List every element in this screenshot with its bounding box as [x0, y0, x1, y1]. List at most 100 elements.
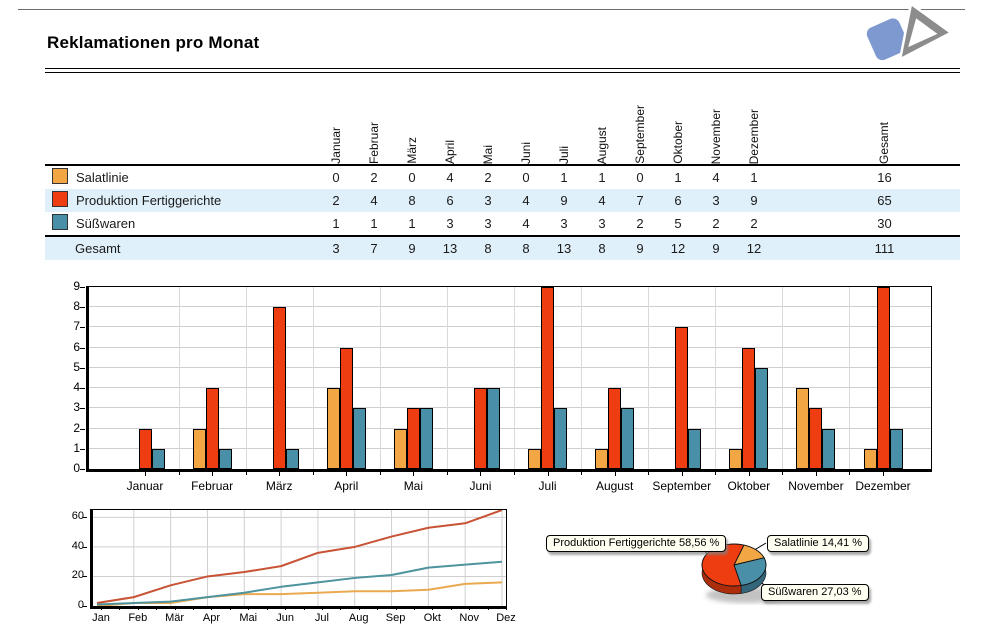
axis-tick [782, 472, 784, 475]
bar-x-label: Juni [469, 479, 492, 493]
axis-tick [101, 607, 102, 610]
axis-tick [119, 607, 121, 610]
row-label-cell: Süßwaren [45, 212, 317, 235]
bar-y-label: 5 [73, 359, 80, 374]
line-series-Salatlinie [96, 581, 503, 606]
line-x-label: Aug [348, 612, 369, 624]
bar-Produktion Fertiggerichte [406, 408, 420, 469]
value-cell: 3 [484, 193, 492, 208]
line-x-label: Okt [423, 612, 441, 624]
axis-tick [80, 388, 85, 390]
axis-tick [279, 472, 281, 476]
value-cell: 8 [598, 241, 606, 256]
axis-tick [211, 607, 213, 610]
value-cell: 1 [408, 216, 416, 231]
axis-tick [248, 607, 250, 610]
bar-Süßwaren [151, 448, 165, 469]
total-cell: 16 [877, 170, 892, 185]
bar-y-label: 2 [73, 420, 80, 435]
axis-tick [748, 472, 750, 476]
total-cell: 111 [874, 241, 895, 256]
bar-Produktion Fertiggerichte [339, 347, 353, 469]
gridline [89, 326, 931, 328]
gridline [245, 287, 247, 469]
axis-tick [303, 607, 305, 610]
month-header: Oktober [659, 80, 697, 164]
month-header-label: März [404, 137, 419, 164]
line-series-Produktion Fertiggerichte [96, 510, 503, 605]
axis-tick [377, 607, 379, 610]
axis-tick [80, 448, 85, 450]
value-cell: 2 [332, 193, 340, 208]
gridline [89, 306, 931, 308]
month-header-label: Juni [518, 141, 533, 164]
axis-tick [395, 607, 397, 610]
axis-tick [815, 472, 817, 476]
table-row: Salatlinie 0 2 0 4 2 0 1 1 0 1 4 1 16 [45, 166, 960, 189]
table-row: Süßwaren 1 1 1 3 3 4 3 3 2 5 2 2 30 [45, 212, 960, 235]
value-cell: 5 [674, 216, 682, 231]
month-header-label: November [708, 108, 723, 164]
axis-tick [346, 472, 348, 476]
bar-y-label: 6 [73, 339, 80, 354]
pie-label-salatlinie: Salatlinie 14,41 % [767, 535, 870, 552]
bar-Süßwaren [285, 448, 299, 469]
month-header-label: September [632, 105, 647, 164]
bar-x-label: August [595, 479, 634, 493]
axis-tick [80, 367, 85, 369]
table-row: Gesamt 3 7 9 13 8 8 13 8 9 12 9 12 111 [45, 235, 960, 260]
bar-Süßwaren [889, 428, 903, 469]
pie-slice-Produktion Fertiggerichte [701, 543, 745, 587]
value-cell: 3 [332, 241, 340, 256]
row-label-cell: Salatlinie [45, 166, 317, 189]
bar-Produktion Fertiggerichte [205, 388, 219, 469]
gridline [89, 407, 931, 409]
axis-tick [80, 428, 85, 430]
bar-Süßwaren [486, 388, 500, 469]
value-cell: 6 [674, 193, 682, 208]
value-cell: 12 [670, 241, 686, 256]
gridline [312, 287, 314, 469]
bar-y-label: 3 [73, 400, 80, 415]
axis-tick [547, 472, 549, 476]
axis-tick [581, 472, 583, 475]
bar-Süßwaren [755, 367, 769, 469]
axis-tick [83, 606, 87, 607]
bar-Süßwaren [218, 448, 232, 469]
bar-Salatlinie [528, 448, 542, 469]
gridline [446, 287, 448, 469]
month-header: Mai [469, 80, 507, 164]
axis-tick [212, 472, 214, 476]
legend-swatch [52, 191, 68, 207]
value-cell: 8 [484, 241, 492, 256]
axis-tick [174, 607, 176, 610]
axis-tick [312, 472, 314, 475]
gridline [715, 287, 717, 469]
value-cell: 3 [560, 216, 568, 231]
axis-tick [83, 546, 87, 548]
month-header: April [431, 80, 469, 164]
bar-Produktion Fertiggerichte [541, 287, 555, 469]
row-label: Süßwaren [76, 216, 136, 231]
line-y-label: 20 [71, 569, 84, 582]
gridline [849, 287, 851, 469]
title-divider [45, 68, 960, 73]
value-cell: 3 [598, 216, 606, 231]
month-header: März [393, 80, 431, 164]
value-cell: 9 [636, 241, 644, 256]
axis-tick [137, 607, 139, 610]
bar-x-label: April [334, 479, 359, 493]
bar-Süßwaren [419, 408, 433, 469]
month-header: September [621, 80, 659, 164]
gridline [379, 287, 381, 469]
pie-slice-Süßwaren [733, 557, 767, 586]
axis-tick [715, 472, 717, 475]
month-header: Dezember [735, 80, 773, 164]
value-cell: 0 [636, 170, 644, 185]
axis-tick [245, 472, 247, 475]
gridline [89, 346, 931, 348]
bar-Produktion Fertiggerichte [675, 327, 689, 469]
bar-x-label: November [788, 479, 844, 493]
line-series-Süßwaren [96, 560, 503, 606]
bar-Salatlinie [796, 388, 810, 469]
